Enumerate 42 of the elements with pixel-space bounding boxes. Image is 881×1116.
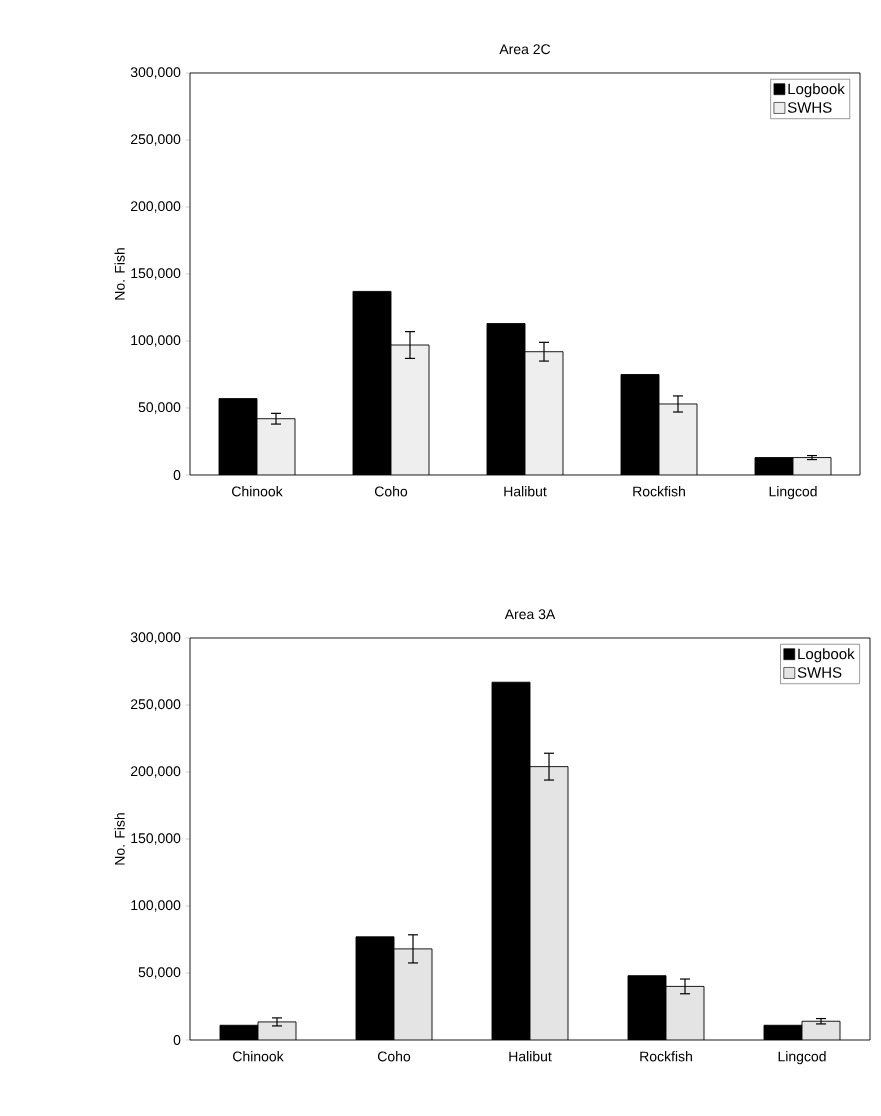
- x-tick-label: Coho: [374, 486, 408, 497]
- bar: [256, 418, 296, 475]
- bar: [390, 344, 430, 475]
- x-tick-label: Coho: [377, 1051, 411, 1062]
- x-tick-label: Lingcod: [778, 1051, 826, 1065]
- chart-title: Area 3A: [504, 609, 556, 620]
- bar: [529, 766, 569, 1040]
- bar: [792, 457, 832, 475]
- x-tick-label: Chinook: [232, 486, 283, 497]
- x-tick-label: Halibut: [509, 1051, 552, 1062]
- y-tick-label: 50,000: [138, 967, 181, 979]
- y-tick-label: 100,000: [131, 335, 181, 347]
- legend-label: SWHS: [797, 667, 842, 678]
- legend-label: SWHS: [787, 102, 832, 113]
- bar: [257, 1021, 297, 1040]
- y-tick-label: 0: [173, 1035, 181, 1045]
- x-tick-label: Chinook: [233, 1051, 284, 1062]
- chart-title: Area 2C: [499, 44, 551, 55]
- y-tick-label: 150,000: [131, 833, 181, 845]
- y-tick-label: 150,000: [131, 268, 181, 280]
- y-tick-label: 200,000: [130, 766, 181, 778]
- bar: [658, 403, 698, 475]
- bar: [393, 948, 433, 1040]
- y-axis-title: No. Fish: [114, 813, 125, 865]
- x-tick-label: Halibut: [504, 486, 547, 497]
- x-tick-label: Rockfish: [640, 1051, 692, 1062]
- legend-label: Logbook: [798, 648, 855, 663]
- y-tick-label: 300,000: [130, 67, 181, 79]
- bar: [665, 985, 705, 1040]
- bar: [801, 1020, 841, 1040]
- y-tick-label: 300,000: [130, 632, 181, 644]
- x-tick-label: Rockfish: [633, 486, 685, 497]
- x-tick-label: Lingcod: [769, 486, 817, 500]
- y-tick-label: 100,000: [131, 900, 181, 912]
- legend-label: Logbook: [788, 83, 845, 98]
- y-tick-label: 200,000: [130, 201, 181, 213]
- y-tick-label: 250,000: [130, 699, 181, 711]
- y-tick-label: 250,000: [130, 134, 181, 146]
- y-tick-label: 0: [173, 470, 181, 480]
- y-tick-label: 50,000: [138, 402, 181, 414]
- bar: [524, 351, 564, 475]
- y-axis-title: No. Fish: [114, 248, 125, 300]
